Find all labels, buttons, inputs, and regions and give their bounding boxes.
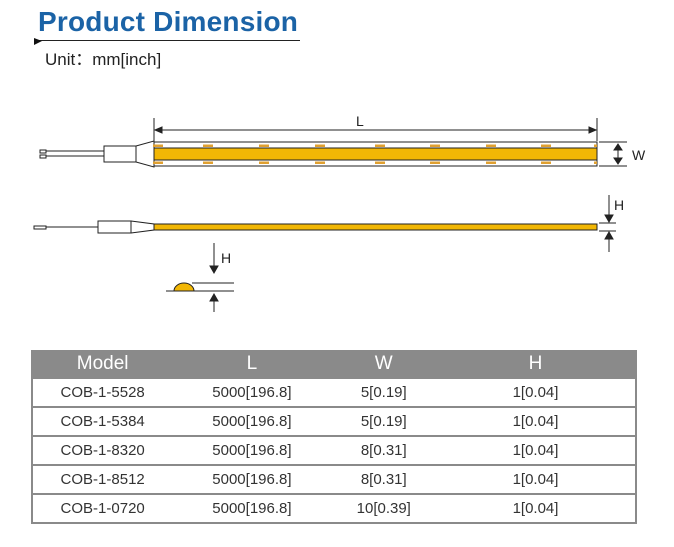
- led-dot: [259, 161, 269, 164]
- table-cell: 5000[196.8]: [212, 384, 292, 401]
- table-cell: 8[0.31]: [360, 471, 407, 488]
- table-cell: 1[0.04]: [512, 500, 559, 517]
- led-dot: [430, 144, 440, 147]
- column-header: L: [246, 352, 258, 374]
- table-cell: 8[0.31]: [360, 442, 407, 459]
- table-row: COB-1-8512 5000[196.8] 8[0.31] 1[0.04]: [33, 466, 635, 493]
- profile-height-label: H: [221, 250, 231, 266]
- dimension-table: Model L W H COB-1-5528 5000[196.8] 5[0.19]…: [31, 350, 637, 524]
- led-dot: [541, 144, 551, 147]
- width-label: W: [632, 147, 646, 163]
- page-title: Product Dimension: [38, 6, 299, 37]
- led-dot: [315, 161, 325, 164]
- table-row: COB-1-5528 5000[196.8] 5[0.19] 1[0.04]: [33, 379, 635, 406]
- table-cell: 5000[196.8]: [212, 442, 292, 459]
- height-dimension: [599, 195, 616, 252]
- strip-dimension-diagram: L W H H: [33, 113, 646, 312]
- height-label: H: [614, 197, 624, 213]
- led-dot: [153, 161, 163, 164]
- led-dot: [486, 161, 496, 164]
- table-row: COB-1-0720 5000[196.8] 10[0.39] 1[0.04]: [33, 495, 635, 522]
- led-dot: [594, 161, 597, 164]
- table-row: COB-1-8320 5000[196.8] 8[0.31] 1[0.04]: [33, 437, 635, 464]
- column-header: H: [528, 352, 543, 374]
- table-cell: 1[0.04]: [512, 384, 559, 401]
- table-cell: 5[0.19]: [360, 384, 407, 401]
- table-cell: 1[0.04]: [512, 413, 559, 430]
- table-cell: COB-1-8512: [60, 471, 145, 488]
- strip-side-view: [33, 220, 598, 234]
- title-underline: [38, 40, 300, 41]
- unit-label: Unit：mm[inch]: [45, 50, 162, 69]
- led-dots: [153, 144, 597, 164]
- led-dot: [594, 144, 597, 147]
- table-cell: COB-1-0720: [60, 500, 145, 517]
- led-dot: [203, 144, 213, 147]
- table-cell: 5000[196.8]: [212, 413, 292, 430]
- column-header: W: [374, 352, 393, 374]
- led-dot: [375, 161, 385, 164]
- led-dot: [153, 144, 163, 147]
- table-cell: 5[0.19]: [360, 413, 407, 430]
- table-cell: COB-1-8320: [60, 442, 145, 459]
- table-cell: 5000[196.8]: [212, 471, 292, 488]
- table-cell: COB-1-5528: [60, 384, 145, 401]
- led-dot: [486, 144, 496, 147]
- led-dot: [259, 144, 269, 147]
- table-cell: 5000[196.8]: [212, 500, 292, 517]
- led-dot: [203, 161, 213, 164]
- led-dot: [541, 161, 551, 164]
- table-header: Model L W H: [33, 350, 635, 377]
- led-dot: [430, 161, 440, 164]
- table-cell: 1[0.04]: [512, 471, 559, 488]
- table-row: COB-1-5384 5000[196.8] 5[0.19] 1[0.04]: [33, 408, 635, 435]
- width-dimension: [599, 141, 627, 167]
- length-dimension: [153, 118, 598, 141]
- length-label: L: [356, 113, 364, 129]
- strip-profile-view: [166, 243, 234, 312]
- led-dot: [315, 144, 325, 147]
- table-cell: 1[0.04]: [512, 442, 559, 459]
- led-dot: [375, 144, 385, 147]
- table-cell: 10[0.39]: [356, 500, 411, 517]
- table-cell: COB-1-5384: [60, 413, 145, 430]
- column-header: Model: [76, 352, 129, 374]
